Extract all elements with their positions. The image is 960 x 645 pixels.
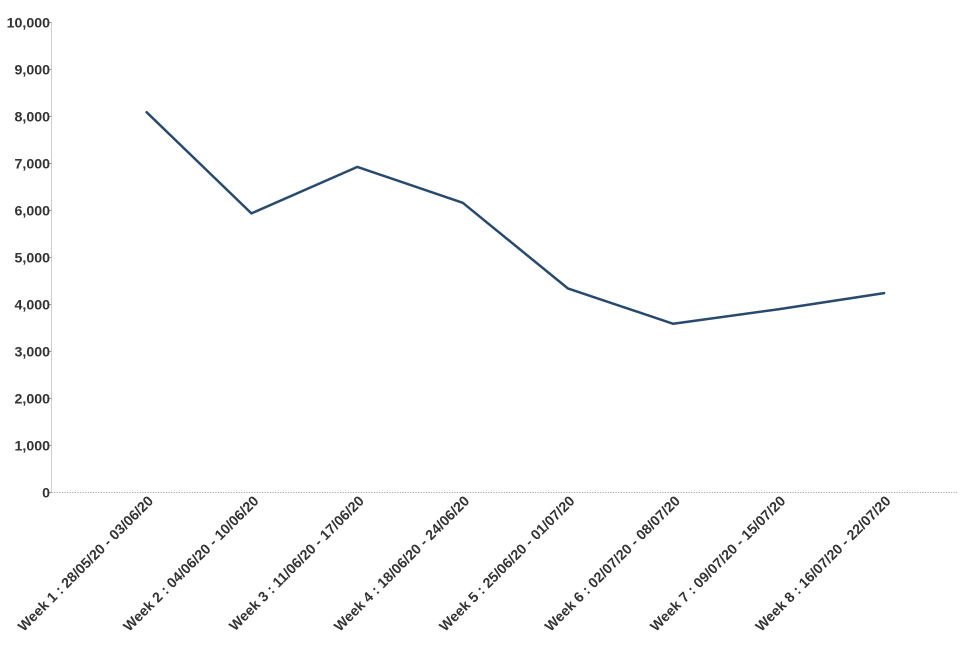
svg-text:2,000: 2,000	[14, 392, 50, 408]
svg-text:6,000: 6,000	[14, 204, 50, 220]
svg-text:10,000: 10,000	[7, 16, 51, 32]
svg-text:7,000: 7,000	[14, 157, 50, 173]
svg-text:8,000: 8,000	[14, 110, 50, 126]
svg-text:1,000: 1,000	[14, 439, 50, 455]
svg-text:3,000: 3,000	[14, 345, 50, 361]
svg-text:9,000: 9,000	[14, 63, 50, 79]
svg-text:0: 0	[42, 486, 50, 502]
svg-text:5,000: 5,000	[14, 251, 50, 267]
svg-text:4,000: 4,000	[14, 298, 50, 314]
